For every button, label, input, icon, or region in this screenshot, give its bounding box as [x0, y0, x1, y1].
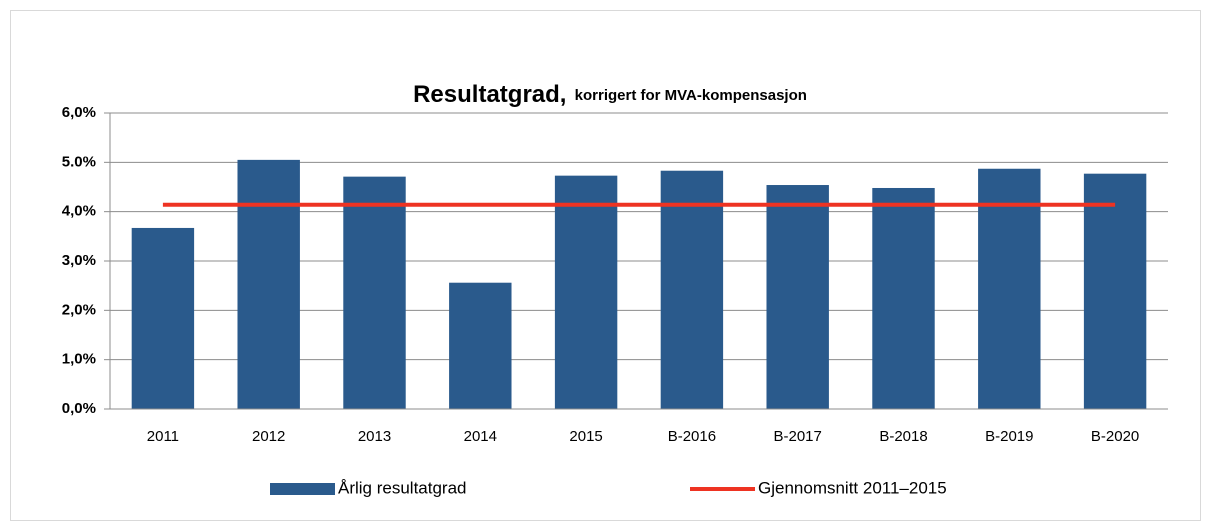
bar	[554, 175, 618, 409]
bar	[766, 185, 829, 409]
chart-title-group: Resultatgrad, korrigert for MVA-kompensa…	[413, 81, 807, 108]
bar	[978, 168, 1041, 409]
x-tick-label: B-2019	[985, 428, 1033, 445]
y-tick-label: 0,0%	[62, 400, 96, 417]
bar	[237, 159, 300, 409]
x-tick-label: 2014	[464, 428, 497, 445]
x-tick-label: B-2020	[1091, 428, 1139, 445]
y-tick-label: 5.0%	[62, 153, 96, 170]
x-tick-label: 2012	[252, 428, 285, 445]
x-tick-label: B-2017	[774, 428, 822, 445]
legend-swatch	[270, 483, 335, 495]
bar	[1083, 173, 1147, 409]
bar	[449, 282, 512, 409]
bar	[343, 176, 406, 409]
y-tick-label: 2,0%	[62, 301, 96, 318]
bar	[872, 187, 935, 409]
x-tick-label: B-2016	[668, 428, 716, 445]
chart-title: Resultatgrad,	[413, 81, 566, 108]
legend-label: Årlig resultatgrad	[338, 478, 467, 497]
x-tick-label: 2013	[358, 428, 391, 445]
x-tick-label: 2015	[569, 428, 602, 445]
chart-subtitle: korrigert for MVA-kompensasjon	[575, 87, 807, 104]
x-tick-label: 2011	[147, 428, 179, 445]
x-tick-label: B-2018	[879, 428, 927, 445]
y-tick-label: 6,0%	[62, 104, 96, 121]
bar	[131, 227, 195, 409]
y-tick-label: 3,0%	[62, 252, 96, 269]
bar	[660, 170, 724, 409]
y-tick-label: 1,0%	[62, 351, 96, 368]
legend-label: Gjennomsnitt 2011–2015	[758, 478, 947, 497]
y-tick-label: 4,0%	[62, 203, 96, 220]
